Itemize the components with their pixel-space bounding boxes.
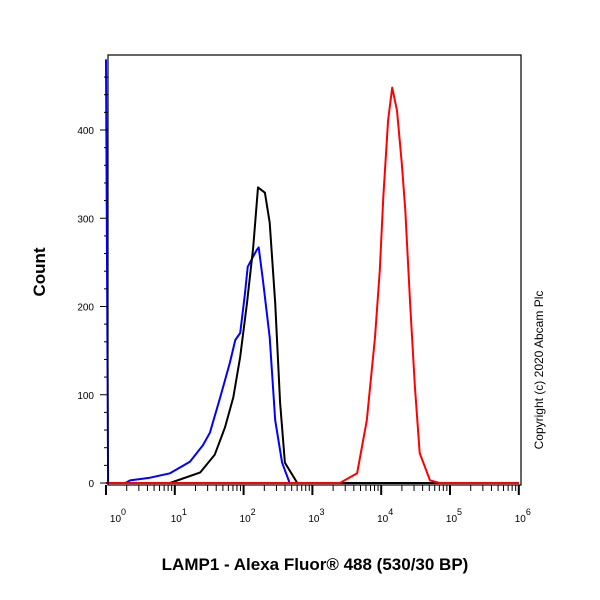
y-tick-label: 300 [77, 214, 94, 225]
y-tick-label: 0 [88, 479, 94, 490]
x-tick-exponent: 1 [182, 507, 187, 517]
x-tick-base: 10 [446, 514, 458, 525]
x-tick-exponent: 4 [388, 507, 393, 517]
x-tick-label: 102 [240, 507, 256, 525]
series-line-2 [106, 86, 519, 484]
x-tick-exponent: 5 [457, 507, 462, 517]
x-tick-exponent: 2 [251, 507, 256, 517]
y-axis-label: Count [30, 247, 49, 296]
x-tick-base: 10 [308, 514, 320, 525]
x-tick-base: 10 [171, 514, 183, 525]
y-tick-label: 200 [77, 303, 94, 314]
x-tick-exponent: 6 [526, 507, 531, 517]
y-tick-label: 100 [77, 391, 94, 402]
x-tick-exponent: 0 [121, 507, 126, 517]
series-line-1 [169, 186, 519, 484]
x-tick-base: 10 [515, 514, 527, 525]
plot-frame [107, 54, 522, 486]
y-tick-label: 400 [77, 126, 94, 137]
x-tick-label: 100 [110, 507, 126, 525]
series-layer [105, 59, 519, 484]
x-tick-base: 10 [110, 514, 122, 525]
x-tick-label: 105 [446, 507, 462, 525]
x-tick-label: 103 [308, 507, 324, 525]
x-tick-base: 10 [377, 514, 389, 525]
x-tick-label: 101 [171, 507, 187, 525]
series-line-0 [105, 59, 519, 484]
x-tick-base: 10 [240, 514, 252, 525]
copyright-annotation: Copyright (c) 2020 Abcam Plc [532, 291, 546, 450]
x-tick-exponent: 3 [319, 507, 324, 517]
x-axis-label: LAMP1 - Alexa Fluor® 488 (530/30 BP) [162, 555, 469, 574]
x-tick-label: 104 [377, 507, 393, 525]
y-axis: 0 100 200 300 400 [77, 76, 108, 490]
x-tick-label: 106 [515, 507, 531, 525]
